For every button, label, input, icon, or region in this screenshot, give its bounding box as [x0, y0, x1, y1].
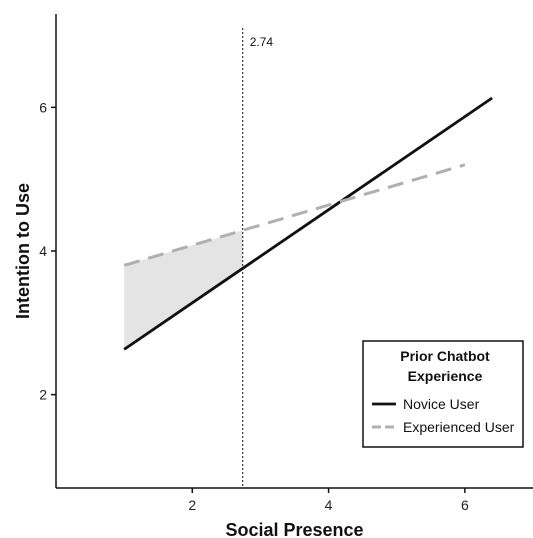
ticks: 2 4 6 2 4 6 [39, 99, 469, 513]
series-line-experienced [123, 163, 466, 267]
series-line-novice [123, 96, 493, 351]
y-axis-title: Intention to Use [13, 183, 33, 319]
shaded-region-layer [124, 230, 243, 350]
x-tick-label: 2 [188, 497, 196, 513]
threshold-label: 2.74 [250, 35, 274, 49]
x-axis-title: Social Presence [225, 520, 363, 538]
x-tick-label: 4 [325, 497, 333, 513]
legend-label-novice: Novice User [403, 396, 480, 412]
y-tick-label: 2 [39, 387, 47, 403]
legend-label-experienced: Experienced User [403, 419, 515, 435]
x-tick-label: 6 [461, 497, 469, 513]
legend-box [362, 340, 524, 448]
legend: Prior Chatbot Experience Novice User Exp… [362, 340, 524, 448]
shaded-region [124, 230, 243, 350]
legend-title-line-1: Prior Chatbot [400, 348, 490, 364]
y-tick-label: 4 [39, 243, 47, 259]
y-tick-label: 6 [39, 99, 47, 115]
legend-title-line-2: Experience [408, 368, 483, 384]
series-layer [123, 96, 493, 351]
